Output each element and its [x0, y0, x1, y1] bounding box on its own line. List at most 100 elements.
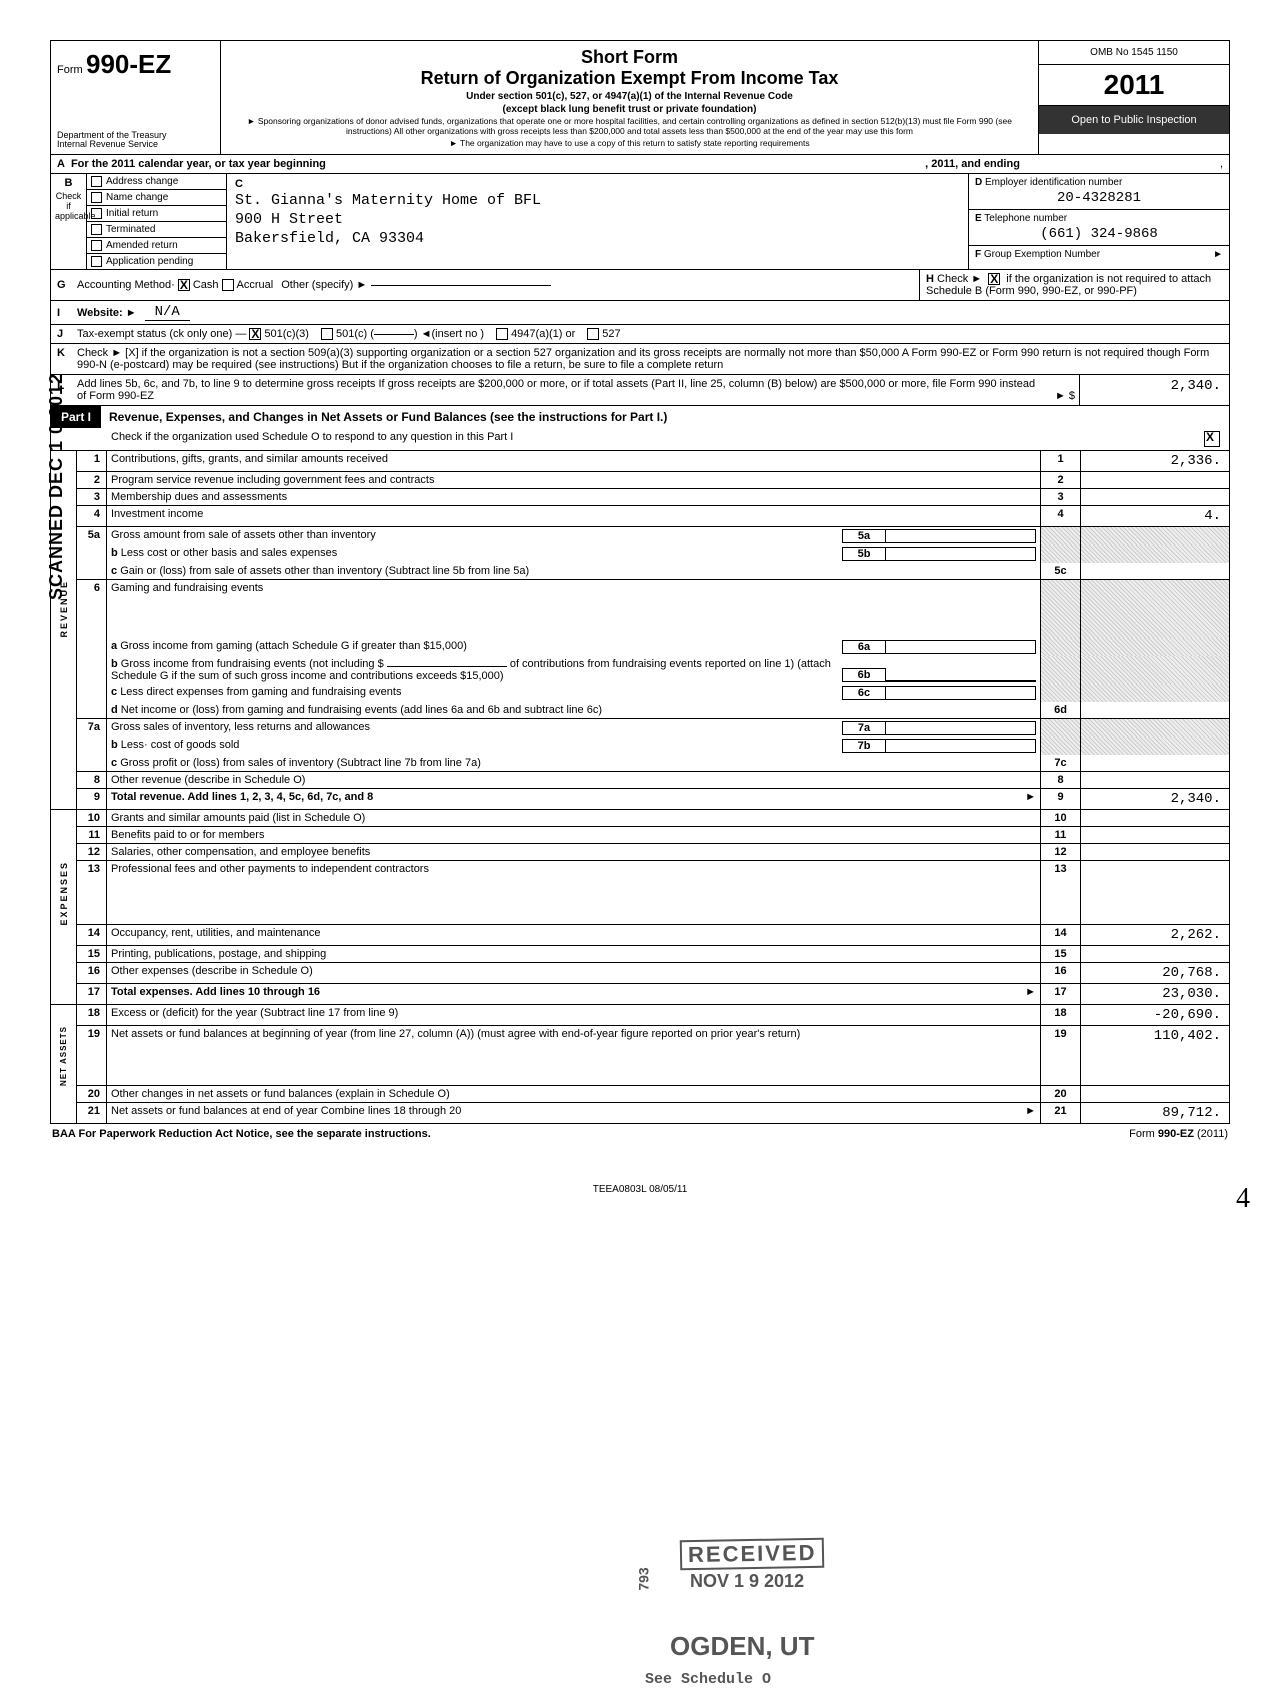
title-main: Return of Organization Exempt From Incom… — [231, 68, 1028, 89]
chk-name-change[interactable]: Name change — [87, 190, 226, 206]
r7c-n: c — [111, 757, 117, 769]
footer: BAA For Paperwork Reduction Act Notice, … — [50, 1124, 1230, 1144]
line-h: H Check ► if the organization is not req… — [919, 270, 1229, 300]
org-addr2: Bakersfield, CA 93304 — [235, 230, 960, 247]
g-cash: Cash — [193, 279, 219, 291]
chk-501c[interactable] — [321, 328, 333, 340]
r20-d: Other changes in net assets or fund bala… — [106, 1086, 1040, 1103]
r9-c: 9 — [1040, 789, 1080, 810]
chk-initial-return[interactable]: Initial return — [87, 206, 226, 222]
r6-n: 6 — [76, 580, 106, 638]
r21-arrow: ► — [1025, 1105, 1036, 1121]
footer-center: TEEA0803L 08/05/11 — [50, 1184, 1230, 1195]
r17-c: 17 — [1040, 984, 1080, 1005]
form-page: SCANNED DEC 1 0 2012 Form 990-EZ Departm… — [50, 40, 1230, 1195]
chk-527[interactable] — [587, 328, 599, 340]
r5c-c: 5c — [1040, 563, 1080, 580]
row-9: 9 Total revenue. Add lines 1, 2, 3, 4, 5… — [50, 789, 1230, 810]
r9-arrow: ► — [1025, 791, 1036, 807]
r7c-v — [1080, 755, 1230, 772]
row-6: REVENUE 6 Gaming and fundraising events — [50, 580, 1230, 638]
line-l: L Add lines 5b, 6c, and 7b, to line 9 to… — [50, 375, 1230, 406]
tax-year: 2011 — [1039, 65, 1229, 106]
stamp-received: RECEIVED — [680, 1538, 825, 1571]
r5b-mc: 5b — [842, 547, 886, 561]
r21-n: 21 — [76, 1103, 106, 1124]
chk-terminated[interactable]: Terminated — [87, 222, 226, 238]
r11-d: Benefits paid to or for members — [106, 827, 1040, 844]
col-b-label: B — [55, 177, 82, 189]
line-k: K Check ► [X] if the organization is not… — [50, 344, 1230, 375]
g-label: G — [57, 279, 77, 291]
r14-n: 14 — [76, 925, 106, 946]
chk-cash[interactable] — [178, 279, 190, 291]
f-title: Group Exemption Number — [984, 249, 1100, 260]
row-18: 18 Excess or (deficit) for the year (Sub… — [50, 1005, 1230, 1026]
chk-h[interactable] — [988, 273, 1000, 285]
r13-v — [1080, 861, 1230, 926]
chk-4947[interactable] — [496, 328, 508, 340]
part1-title: Revenue, Expenses, and Changes in Net As… — [101, 406, 1229, 428]
r18-n: 18 — [76, 1005, 106, 1026]
stamp-ogden: OGDEN, UT — [670, 1631, 814, 1662]
r8-d: Other revenue (describe in Schedule O) — [106, 772, 1040, 789]
col-c-label: C — [235, 178, 960, 190]
row-6c: c Less direct expenses from gaming and f… — [50, 684, 1230, 702]
row-5c: c Gain or (loss) from sale of assets oth… — [50, 563, 1230, 580]
g-accrual: Accrual — [237, 279, 274, 291]
r6-s1 — [1040, 580, 1080, 638]
chk-application-pending[interactable]: Application pending — [87, 254, 226, 269]
row-17: 17 Total expenses. Add lines 10 through … — [50, 984, 1230, 1005]
row-2: 2 Program service revenue including gove… — [50, 472, 1230, 489]
j-opt2b: ) ◄(insert no ) — [414, 328, 484, 340]
r6b-mv — [886, 680, 1036, 682]
row-5a: 5a Gross amount from sale of assets othe… — [50, 527, 1230, 545]
line-gh: G Accounting Method· Cash Accrual Other … — [50, 270, 1230, 301]
r1-d: Contributions, gifts, grants, and simila… — [106, 451, 1040, 472]
g-other: Other (specify) ► — [281, 279, 367, 291]
side-expenses: EXPENSES — [59, 861, 69, 926]
r19-d: Net assets or fund balances at beginning… — [106, 1026, 1040, 1086]
d-title: Employer identification number — [985, 177, 1122, 188]
r5c-d: Gain or (loss) from sale of assets other… — [120, 565, 529, 577]
row-1: 1 Contributions, gifts, grants, and simi… — [50, 451, 1230, 472]
r16-c: 16 — [1040, 963, 1080, 984]
form-number: 990-EZ — [86, 49, 171, 79]
r4-c: 4 — [1040, 506, 1080, 527]
r7c-d: Gross profit or (loss) from sales of inv… — [120, 757, 481, 769]
omb-number: OMB No 1545 1150 — [1039, 41, 1229, 65]
r20-c: 20 — [1040, 1086, 1080, 1103]
line-a: A For the 2011 calendar year, or tax yea… — [50, 155, 1230, 174]
r11-c: 11 — [1040, 827, 1080, 844]
row-7b: b Less· cost of goods sold 7b — [50, 737, 1230, 755]
r4-v: 4. — [1080, 506, 1230, 527]
r6c-n: c — [111, 686, 117, 698]
chk-501c3[interactable] — [249, 328, 261, 340]
r16-v: 20,768. — [1080, 963, 1230, 984]
r3-d: Membership dues and assessments — [106, 489, 1040, 506]
form-prefix: Form — [57, 64, 83, 76]
r15-d: Printing, publications, postage, and shi… — [106, 946, 1040, 963]
r5c-n: c — [111, 565, 117, 577]
row-20: 20 Other changes in net assets or fund b… — [50, 1086, 1230, 1103]
r16-n: 16 — [76, 963, 106, 984]
col-b-note: Check if applicable — [55, 191, 82, 221]
col-b: B Check if applicable — [51, 174, 87, 269]
d-value: 20-4328281 — [975, 190, 1223, 206]
chk-amended-return[interactable]: Amended return — [87, 238, 226, 254]
r6a-d: Gross income from gaming (attach Schedul… — [120, 640, 467, 652]
chk-accrual[interactable] — [222, 279, 234, 291]
r7b-mv — [886, 739, 1036, 753]
subtitle: Under section 501(c), 527, or 4947(a)(1)… — [231, 91, 1028, 102]
chk-address-change[interactable]: Address change — [87, 174, 226, 190]
stamp-date: NOV 1 9 2012 — [690, 1571, 804, 1592]
j-label: J — [57, 328, 77, 340]
r6d-d: Net income or (loss) from gaming and fun… — [121, 704, 602, 716]
row-4: 4 Investment income 4 4. — [50, 506, 1230, 527]
r17-arrow: ► — [1025, 986, 1036, 1002]
part1-check-box[interactable] — [1204, 431, 1220, 447]
section-bcdef: B Check if applicable Address change Nam… — [50, 174, 1230, 270]
r9-d: Total revenue. Add lines 1, 2, 3, 4, 5c,… — [111, 791, 373, 803]
r6b-mc: 6b — [842, 668, 886, 682]
r15-c: 15 — [1040, 946, 1080, 963]
